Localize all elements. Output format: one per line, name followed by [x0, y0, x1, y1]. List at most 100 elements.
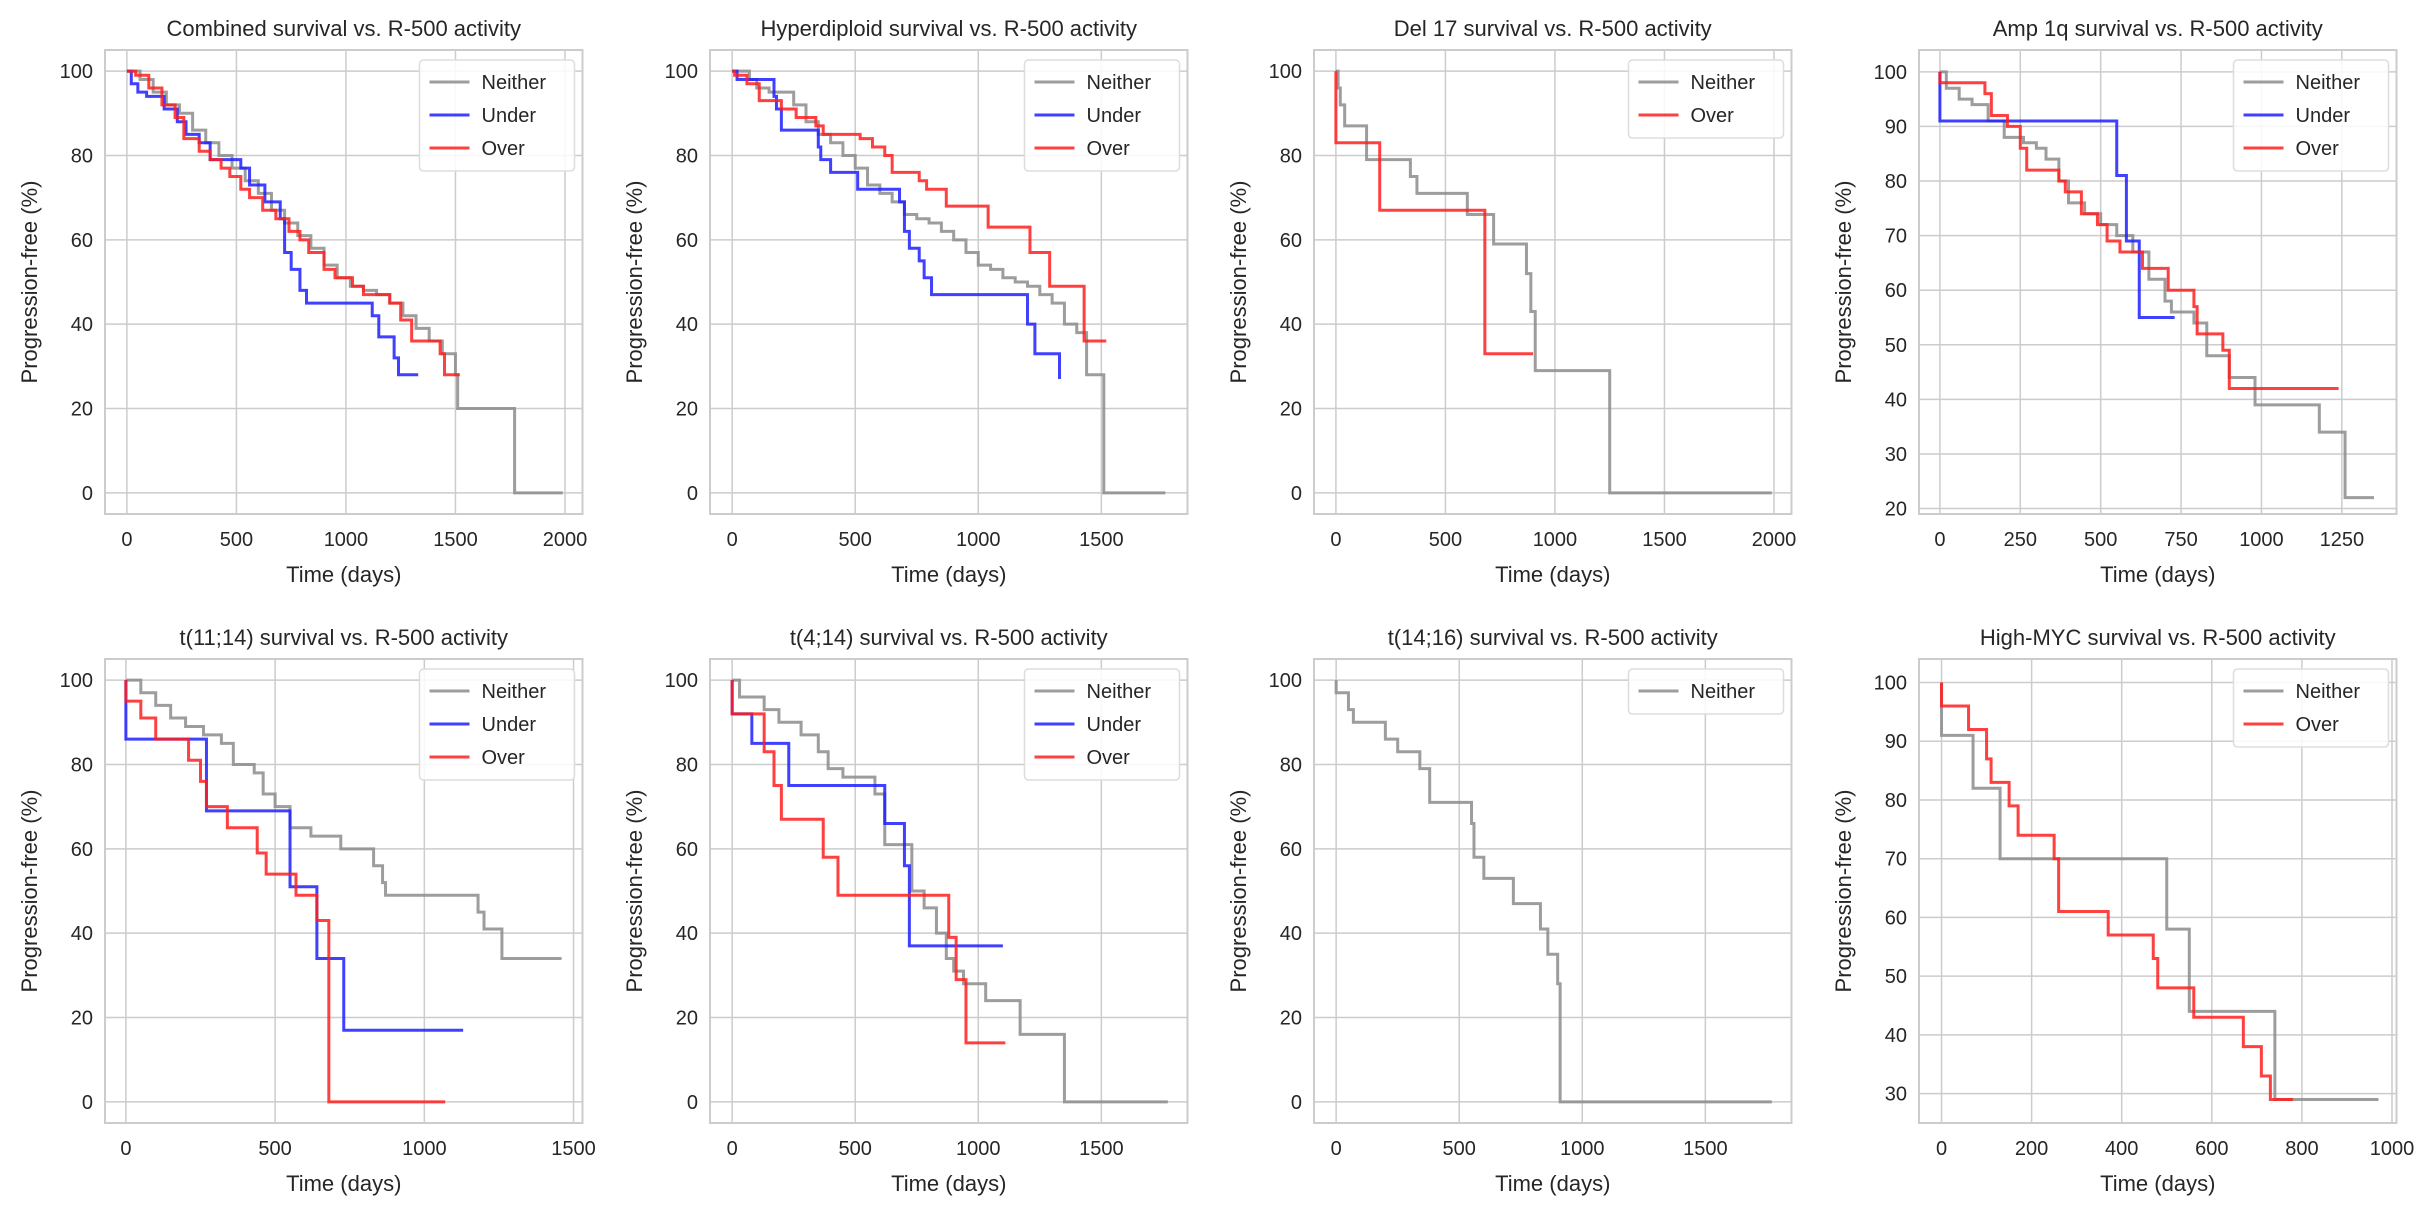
series-line-under — [731, 69, 1061, 380]
y-tick-label: 20 — [675, 1008, 697, 1030]
y-tick-label: 20 — [71, 1008, 93, 1030]
y-tick-label: 40 — [1280, 923, 1302, 945]
y-tick-label: 60 — [71, 230, 93, 252]
y-tick-label: 40 — [1280, 314, 1302, 336]
y-tick-label: 50 — [1884, 335, 1906, 357]
x-tick-label: 200 — [2014, 1138, 2047, 1160]
chart-title: Amp 1q survival vs. R-500 activity — [1992, 16, 2322, 41]
legend-label: Neither — [482, 681, 547, 703]
plot-frame — [1313, 49, 1793, 515]
x-tick-label: 250 — [2003, 529, 2036, 551]
legend: Neither — [1627, 668, 1785, 715]
x-tick-label: 500 — [1429, 529, 1462, 551]
legend-label: Neither — [1086, 681, 1151, 703]
x-axis-label: Time (days) — [2100, 562, 2215, 587]
series-line-over — [1939, 682, 2293, 1102]
legend: Neither Under Over — [1023, 668, 1180, 781]
legend-box — [2232, 668, 2389, 748]
x-tick-label: 600 — [2195, 1138, 2228, 1160]
x-tick-label: 2000 — [1752, 529, 1797, 551]
series-line-neither — [125, 678, 562, 960]
legend-box — [1627, 59, 1785, 139]
y-tick-label: 60 — [675, 839, 697, 861]
y-tick-label: 20 — [1280, 1008, 1302, 1030]
series-line-under — [730, 680, 1003, 948]
y-tick-label: 0 — [82, 483, 93, 505]
plot-frame — [1917, 49, 2397, 515]
y-tick-label: 80 — [675, 754, 697, 776]
legend-box — [1023, 59, 1180, 172]
chart-panel: t(4;14) survival vs. R-500 activity 0 500 1… — [622, 625, 1188, 1196]
legend-label: Neither — [482, 72, 547, 94]
x-tick-label: 400 — [2105, 1138, 2138, 1160]
y-tick-label: 70 — [1884, 849, 1906, 871]
y-tick-label: 20 — [675, 399, 697, 421]
y-tick-label: 40 — [1884, 389, 1906, 411]
legend-label: Neither — [1691, 72, 1756, 94]
x-tick-label: 0 — [1934, 529, 1945, 551]
x-tick-label: 1000 — [2239, 529, 2284, 551]
x-axis-label: Time (days) — [1495, 562, 1610, 587]
x-tick-label: 0 — [120, 1138, 131, 1160]
legend-label: Over — [1086, 747, 1130, 769]
x-tick-label: 1500 — [551, 1138, 596, 1160]
legend-label: Over — [1086, 138, 1130, 160]
x-tick-label: 1000 — [956, 1138, 1001, 1160]
legend-label: Under — [2295, 105, 2350, 127]
plot-frame — [1917, 658, 2397, 1124]
series-line-over — [731, 69, 1106, 343]
x-tick-label: 1500 — [1642, 529, 1687, 551]
x-tick-label: 1000 — [1560, 1138, 1605, 1160]
y-tick-label: 100 — [1873, 672, 1906, 694]
y-tick-label: 20 — [1280, 399, 1302, 421]
y-tick-label: 60 — [1884, 280, 1906, 302]
legend-label: Under — [482, 714, 537, 736]
legend: Neither Under Over — [418, 59, 576, 172]
series-line-over — [124, 680, 446, 1104]
y-tick-label: 60 — [1280, 839, 1302, 861]
y-tick-label: 80 — [1280, 145, 1302, 167]
y-axis-label: Progression-free (%) — [622, 181, 647, 384]
x-axis-label: Time (days) — [1495, 1171, 1610, 1196]
y-tick-label: 60 — [1280, 230, 1302, 252]
y-tick-label: 0 — [686, 483, 697, 505]
plot-frame — [708, 658, 1188, 1124]
series-line-over — [126, 69, 460, 377]
chart-title: Hyperdiploid survival vs. R-500 activity — [760, 16, 1137, 41]
legend: Neither Over — [2232, 668, 2389, 748]
x-tick-label: 0 — [726, 529, 737, 551]
legend-label: Over — [482, 747, 526, 769]
legend-label: Over — [2295, 138, 2339, 160]
y-tick-label: 40 — [1884, 1025, 1906, 1047]
chart-title: High-MYC survival vs. R-500 activity — [1979, 625, 2335, 650]
plot-frame — [104, 658, 584, 1124]
y-tick-label: 20 — [1884, 499, 1906, 521]
y-axis-label: Progression-free (%) — [1226, 181, 1251, 384]
y-tick-label: 40 — [675, 314, 697, 336]
x-tick-label: 1500 — [1079, 529, 1124, 551]
legend-label: Over — [2295, 714, 2339, 736]
x-tick-label: 0 — [1331, 1138, 1342, 1160]
y-tick-label: 80 — [71, 754, 93, 776]
x-tick-label: 750 — [2164, 529, 2197, 551]
y-tick-label: 30 — [1884, 444, 1906, 466]
y-tick-label: 0 — [686, 1092, 697, 1114]
y-tick-label: 100 — [664, 61, 697, 83]
x-tick-label: 0 — [1935, 1138, 1946, 1160]
legend-label: Over — [482, 138, 526, 160]
chart-panel: Del 17 survival vs. R-500 activity 0 500 10… — [1226, 16, 1797, 587]
y-axis-label: Progression-free (%) — [1226, 790, 1251, 993]
legend-label: Neither — [2295, 72, 2360, 94]
chart-title: Del 17 survival vs. R-500 activity — [1394, 16, 1712, 41]
y-tick-label: 30 — [1884, 1084, 1906, 1106]
legend-label: Under — [1086, 105, 1141, 127]
plot-frame — [104, 49, 584, 515]
chart-title: Combined survival vs. R-500 activity — [166, 16, 521, 41]
y-tick-label: 90 — [1884, 731, 1906, 753]
y-tick-label: 100 — [1269, 670, 1302, 692]
x-tick-label: 500 — [220, 529, 253, 551]
x-tick-label: 1000 — [2369, 1138, 2414, 1160]
series-line-over — [1334, 71, 1534, 356]
series-line-neither — [1334, 680, 1772, 1104]
